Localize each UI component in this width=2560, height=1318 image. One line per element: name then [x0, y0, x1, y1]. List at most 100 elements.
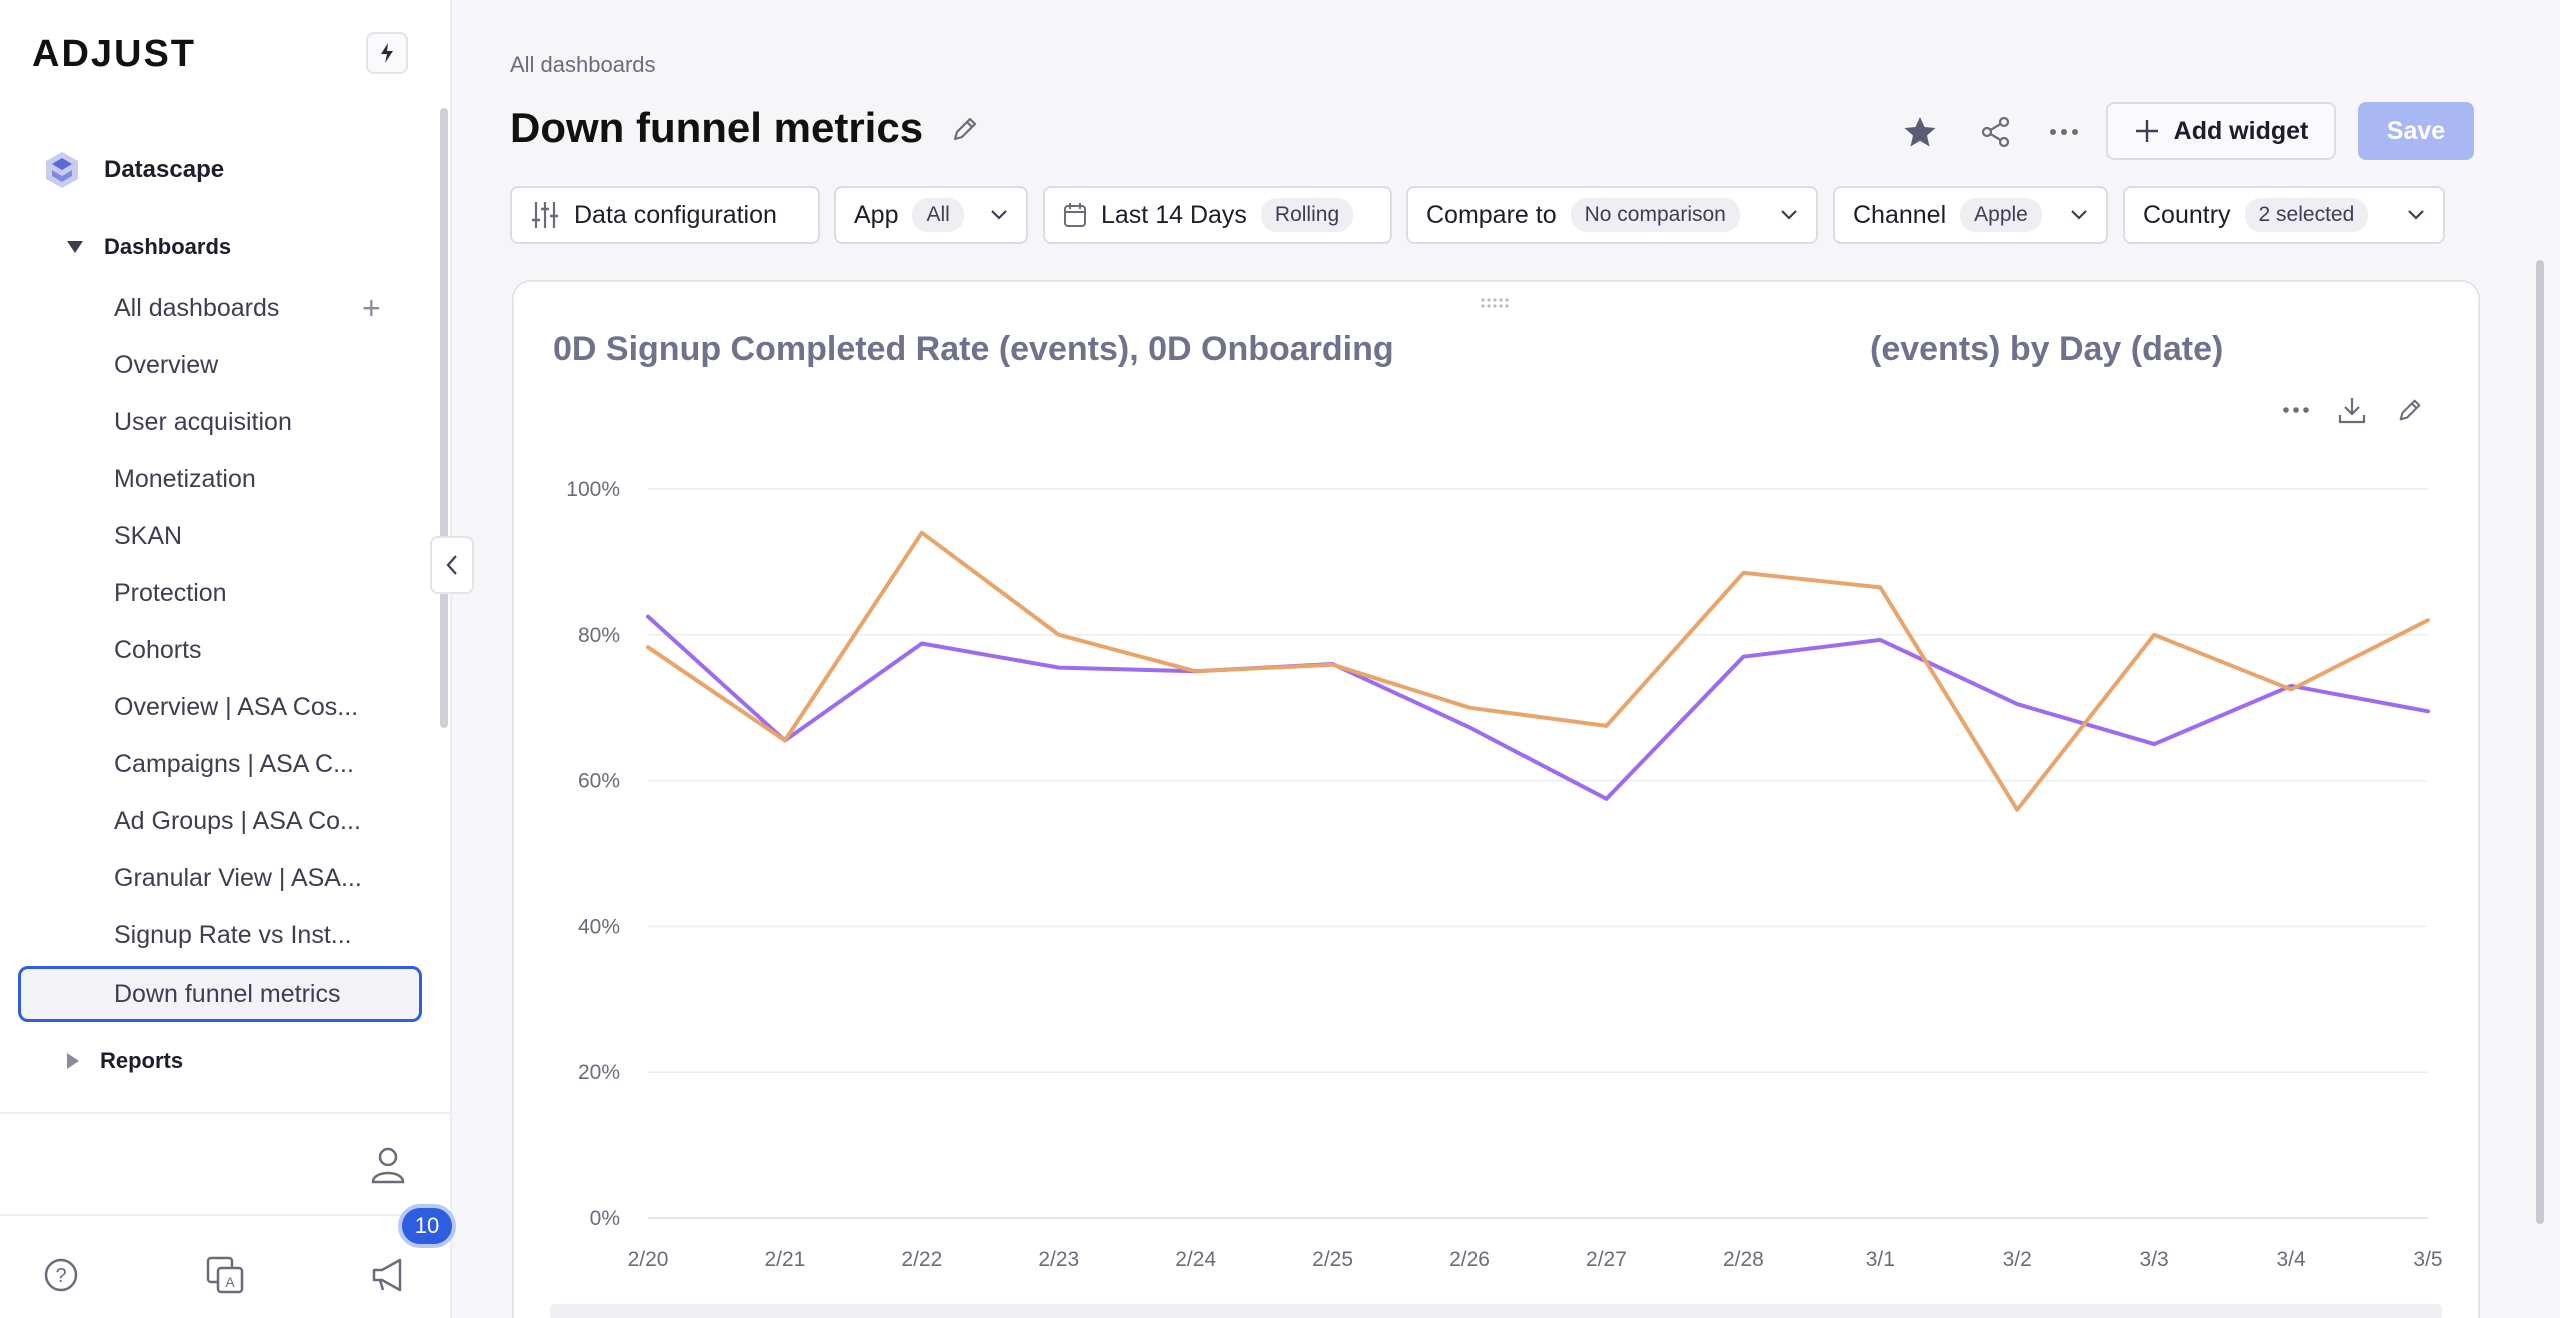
divider	[0, 1112, 452, 1114]
sidebar-item-overview-asa[interactable]: Overview | ASA Cos...	[114, 693, 359, 721]
y-tick-label: 100%	[566, 478, 620, 501]
sidebar-scrollbar[interactable]	[440, 108, 448, 728]
sidebar-item-all-dashboards[interactable]: All dashboards	[114, 294, 280, 322]
favorite-button[interactable]	[1898, 110, 1942, 154]
sidebar-item-overview[interactable]: Overview	[114, 351, 219, 379]
date-range-mode: Rolling	[1260, 198, 1354, 232]
x-tick-label: 2/23	[1038, 1248, 1079, 1271]
page-title: Down funnel metrics	[510, 104, 924, 151]
plus-icon	[2135, 120, 2158, 142]
edit-title-icon[interactable]	[950, 114, 980, 144]
help-icon[interactable]: ?	[44, 1258, 78, 1292]
x-tick-label: 3/5	[2413, 1248, 2442, 1271]
widget-more-button[interactable]	[2276, 390, 2316, 430]
app-filter-value: All	[912, 198, 964, 232]
user-profile-icon[interactable]	[370, 1146, 406, 1184]
chart-title-suffix: (events) by Day (date)	[1870, 330, 2224, 368]
series-line-1	[646, 530, 2430, 812]
share-icon	[1981, 116, 2010, 148]
notification-badge[interactable]: 10	[398, 1204, 456, 1248]
y-tick-label: 80%	[578, 624, 620, 647]
lightning-icon	[381, 43, 393, 63]
caret-down-icon	[67, 241, 83, 253]
x-tick-label: 3/3	[2140, 1248, 2169, 1271]
drag-handle-icon[interactable]	[1480, 296, 1510, 310]
chevron-down-icon	[1781, 210, 1797, 220]
compare-to-value: No comparison	[1570, 198, 1740, 232]
sidebar-item-label: Down funnel metrics	[114, 980, 341, 1008]
title-overflow-mask	[1440, 322, 1860, 378]
sidebar-item-protection[interactable]: Protection	[114, 579, 227, 607]
x-tick-label: 3/1	[1866, 1248, 1895, 1271]
add-widget-button[interactable]: Add widget	[2106, 102, 2336, 160]
page-scrollbar[interactable]	[2536, 260, 2544, 1224]
caret-right-icon	[67, 1053, 79, 1069]
widget-footer	[550, 1304, 2442, 1318]
x-tick-label: 3/2	[2003, 1248, 2032, 1271]
sidebar-item-ad-groups-asa[interactable]: Ad Groups | ASA Co...	[114, 807, 361, 835]
collapse-sidebar-button[interactable]	[430, 536, 474, 594]
x-tick-label: 2/26	[1449, 1248, 1490, 1271]
sliders-icon	[532, 202, 558, 228]
sidebar-item-cohorts[interactable]: Cohorts	[114, 636, 202, 664]
app-filter[interactable]: App All	[834, 186, 1028, 244]
y-tick-label: 60%	[578, 770, 620, 793]
x-tick-label: 2/20	[628, 1248, 669, 1271]
chevron-down-icon	[991, 210, 1007, 220]
sidebar-item-signup-rate[interactable]: Signup Rate vs Inst...	[114, 921, 352, 949]
share-button[interactable]	[1974, 110, 2018, 154]
announcements-icon[interactable]	[370, 1256, 408, 1294]
series-line-0	[646, 614, 2430, 801]
reports-section-toggle[interactable]: Reports	[66, 1048, 183, 1074]
svg-text:?: ?	[55, 1265, 66, 1287]
sidebar-item-campaigns-asa[interactable]: Campaigns | ASA C...	[114, 750, 354, 778]
channel-filter-label: Channel	[1853, 200, 1947, 229]
product-switcher[interactable]: Datascape	[40, 148, 224, 192]
sidebar-item-monetization[interactable]: Monetization	[114, 465, 256, 493]
sidebar-item-skan[interactable]: SKAN	[114, 522, 183, 550]
dashboards-section-toggle[interactable]: Dashboards	[66, 234, 231, 260]
star-icon	[1904, 117, 1936, 147]
x-tick-label: 2/27	[1586, 1248, 1627, 1271]
translate-icon[interactable]: A	[206, 1256, 244, 1294]
chevron-down-icon	[2071, 210, 2087, 220]
widget-download-button[interactable]	[2332, 390, 2372, 430]
x-tick-label: 2/28	[1723, 1248, 1764, 1271]
more-options-button[interactable]	[2042, 110, 2086, 154]
x-tick-label: 2/24	[1175, 1248, 1216, 1271]
more-horizontal-icon	[2283, 407, 2309, 413]
breadcrumb[interactable]: All dashboards	[510, 52, 656, 77]
add-dashboard-icon[interactable]: +	[362, 290, 381, 326]
calendar-icon	[1064, 203, 1086, 227]
pencil-icon	[2399, 399, 2421, 421]
product-name: Datascape	[104, 156, 225, 183]
y-tick-label: 0%	[590, 1207, 620, 1230]
add-widget-label: Add widget	[2173, 116, 2309, 145]
sidebar-item-down-funnel-metrics[interactable]: Down funnel metrics	[18, 966, 422, 1022]
adjust-logo[interactable]: ADJUST	[32, 32, 197, 75]
sidebar: ADJUST Datascape Dashboards All dashboar…	[0, 0, 452, 1318]
chart-title: 0D Signup Completed Rate (events), 0D On…	[553, 330, 1394, 368]
more-horizontal-icon	[2050, 129, 2078, 135]
y-tick-label: 20%	[578, 1061, 620, 1084]
save-button[interactable]: Save	[2358, 102, 2474, 160]
datascape-icon	[46, 152, 78, 188]
quick-actions-button[interactable]	[366, 32, 408, 74]
widget-edit-button[interactable]	[2390, 390, 2430, 430]
dashboards-section-label: Dashboards	[104, 234, 232, 259]
channel-filter[interactable]: Channel Apple	[1833, 186, 2108, 244]
date-range-label: Last 14 Days	[1101, 200, 1247, 229]
x-tick-label: 2/22	[901, 1248, 942, 1271]
chevron-left-icon	[446, 555, 457, 575]
compare-to-filter[interactable]: Compare to No comparison	[1406, 186, 1818, 244]
country-filter-label: Country	[2143, 200, 2231, 229]
country-filter[interactable]: Country 2 selected	[2123, 186, 2445, 244]
country-filter-value: 2 selected	[2244, 198, 2369, 232]
line-chart: 100% 80% 60% 40% 20% 0% 2/20 2/21 2/22 2/23 2/24 2/…	[566, 478, 2442, 1271]
download-icon	[2338, 398, 2366, 424]
sidebar-item-user-acquisition[interactable]: User acquisition	[114, 408, 292, 436]
date-range-filter[interactable]: Last 14 Days Rolling	[1043, 186, 1392, 244]
sidebar-item-granular-view-asa[interactable]: Granular View | ASA...	[114, 864, 362, 892]
data-configuration-button[interactable]: Data configuration	[510, 186, 820, 244]
channel-filter-value: Apple	[1960, 198, 2042, 232]
